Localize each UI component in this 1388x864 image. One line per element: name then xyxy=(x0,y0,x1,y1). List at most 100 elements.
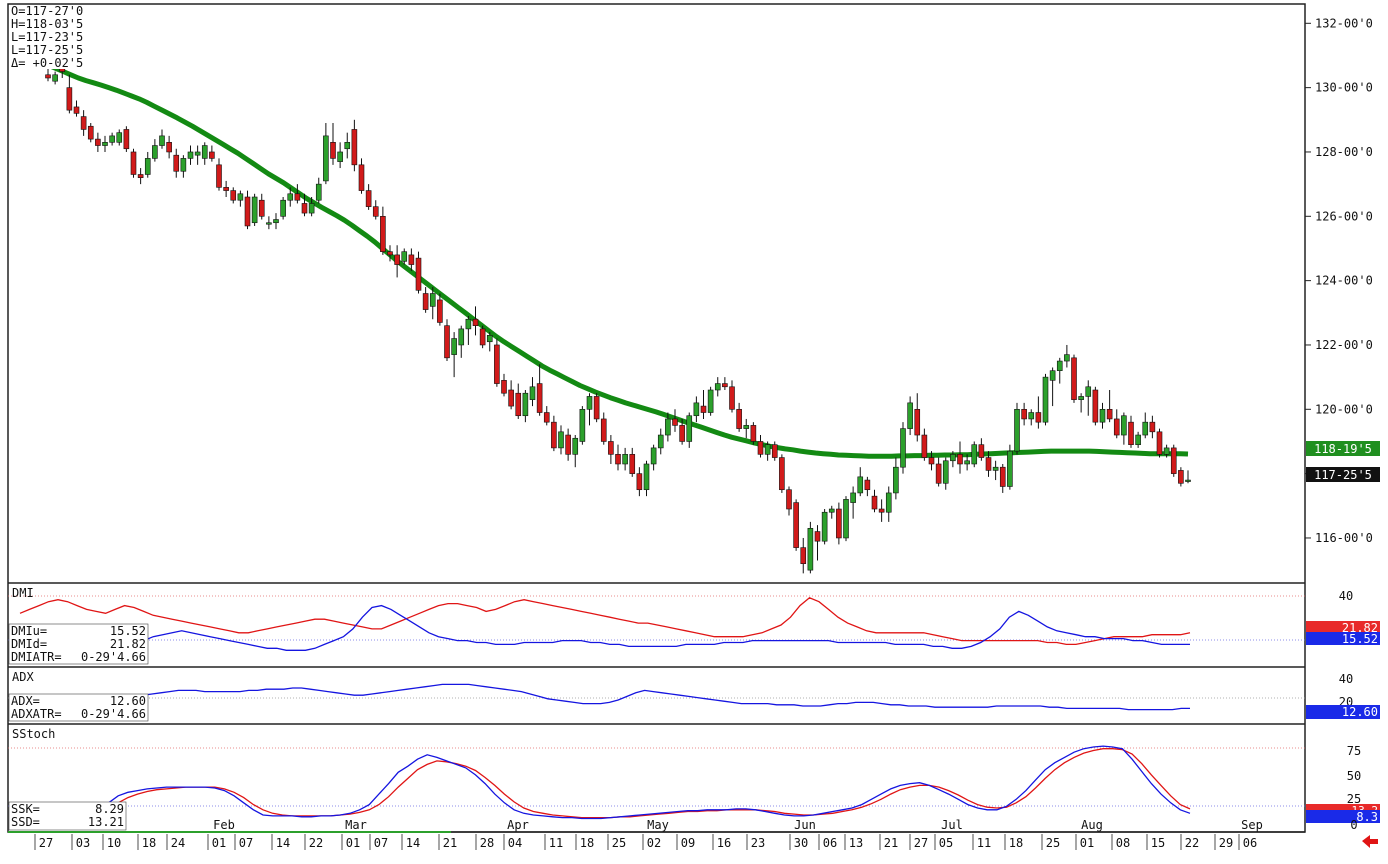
dmi-title: DMI xyxy=(12,586,34,600)
candle-body-down xyxy=(258,199,265,217)
candle xyxy=(928,451,935,471)
candle xyxy=(1021,402,1027,426)
candle-body-down xyxy=(700,405,707,413)
candle xyxy=(1178,467,1184,487)
stoch-readout-box xyxy=(8,801,127,831)
candle-body-up xyxy=(964,460,970,465)
candle-body-down xyxy=(921,434,928,458)
candle-body-up xyxy=(1042,376,1049,423)
candle-body-up xyxy=(657,434,664,449)
candle-body-up xyxy=(828,508,835,513)
candle-body-up xyxy=(451,338,457,355)
date-month-label: Jun xyxy=(794,818,816,832)
price-pane[interactable] xyxy=(45,58,1191,574)
candle xyxy=(508,380,514,410)
candle xyxy=(921,428,928,461)
candle xyxy=(216,158,222,191)
ma-price-badge: 118-19'5 xyxy=(1306,441,1380,456)
candle xyxy=(237,190,244,207)
candle xyxy=(1064,344,1070,368)
ohlc-readout: O=117-27'0 H=118-03'5 L=117-23'5 L=117-2… xyxy=(9,4,91,70)
candle-body-up xyxy=(622,454,628,465)
stoch-axis-tick-75: 75 xyxy=(1347,744,1361,758)
candle-body-up xyxy=(942,460,949,484)
candle xyxy=(180,155,187,178)
candle xyxy=(736,402,742,432)
candle-body-up xyxy=(885,492,892,513)
candle-body-down xyxy=(608,441,614,455)
ohlc-readout-box xyxy=(9,5,91,69)
candle xyxy=(1078,393,1084,413)
dmi-plus-line xyxy=(19,604,1190,651)
candle-body-down xyxy=(209,151,215,159)
candle-body-up xyxy=(686,415,693,442)
candle-body-up xyxy=(665,418,671,436)
dmi-atr-value: 0-29'4.66 xyxy=(81,650,146,664)
date-day-label: 06 xyxy=(1243,836,1257,850)
candle-body-down xyxy=(978,444,985,458)
candle xyxy=(843,496,849,542)
candle-body-up xyxy=(907,402,913,429)
stoch-title: SStoch xyxy=(12,727,55,741)
dmi-up-label: DMIu= xyxy=(11,624,47,638)
candle xyxy=(1056,357,1063,384)
candle xyxy=(593,393,600,423)
candle-body-down xyxy=(244,196,251,227)
candle-body-down xyxy=(914,408,921,436)
candle xyxy=(301,193,308,217)
candle xyxy=(636,467,643,497)
candle-body-down xyxy=(365,190,372,207)
ohlc-change: Δ= +0-02'5 xyxy=(11,56,83,70)
dmi-red-badge-box xyxy=(1306,621,1380,634)
ohlc-open: O=117-27'0 xyxy=(11,4,83,18)
scroll-left-arrow-icon[interactable] xyxy=(1362,835,1378,848)
candle xyxy=(600,412,607,445)
candle-body-down xyxy=(935,463,942,484)
candle xyxy=(187,145,194,165)
candle-body-up xyxy=(850,492,856,503)
candle-body-down xyxy=(380,216,386,252)
scroll-arrow-shape[interactable] xyxy=(1362,835,1378,848)
candle-body-up xyxy=(1064,354,1070,362)
candle-body-up xyxy=(308,203,315,214)
candle xyxy=(494,338,500,387)
candle-body-down xyxy=(216,164,222,188)
adx-pane[interactable]: ADX ADX= 12.60 ADXATR= 0-29'4.66 40 20 1… xyxy=(8,670,1380,722)
dmi-pane[interactable]: DMI DMIu= 15.52 DMId= 21.82 DMIATR= 0-29… xyxy=(8,586,1380,665)
date-day-label: 14 xyxy=(276,836,290,850)
candle xyxy=(971,441,978,468)
candle xyxy=(978,438,985,461)
candle-body-up xyxy=(201,145,208,159)
candle-body-up xyxy=(992,466,999,471)
candle-body-down xyxy=(878,508,885,513)
candle xyxy=(479,325,486,349)
candle-body-up xyxy=(337,151,343,162)
candle-body-up xyxy=(251,196,258,224)
candle xyxy=(950,451,956,468)
candle-body-down xyxy=(1021,408,1027,420)
candle xyxy=(1128,415,1134,448)
candle xyxy=(757,435,764,458)
candle-body-up xyxy=(52,74,58,82)
stochastic-pane[interactable]: SStoch SSK= 8.29 SSD= 13.21 75 50 25 13.… xyxy=(8,727,1380,832)
candle-body-up xyxy=(116,132,123,143)
candle-body-down xyxy=(629,454,636,474)
candle xyxy=(608,435,614,464)
candle xyxy=(1092,386,1099,426)
candle xyxy=(66,74,73,114)
candle-body-up xyxy=(529,386,536,400)
ma-badge-box xyxy=(1306,441,1380,456)
candle xyxy=(1049,367,1056,407)
adx-value: 12.60 xyxy=(110,694,146,708)
candle-body-up xyxy=(558,431,564,449)
stoch-axis-tick-25: 25 xyxy=(1347,792,1361,806)
price-tick-label: 126-00'0 xyxy=(1315,209,1373,223)
candle-body-down xyxy=(779,457,785,491)
date-day-label: 28 xyxy=(480,836,494,850)
date-day-label: 16 xyxy=(717,836,731,850)
candle xyxy=(287,187,294,207)
candle xyxy=(679,418,685,445)
